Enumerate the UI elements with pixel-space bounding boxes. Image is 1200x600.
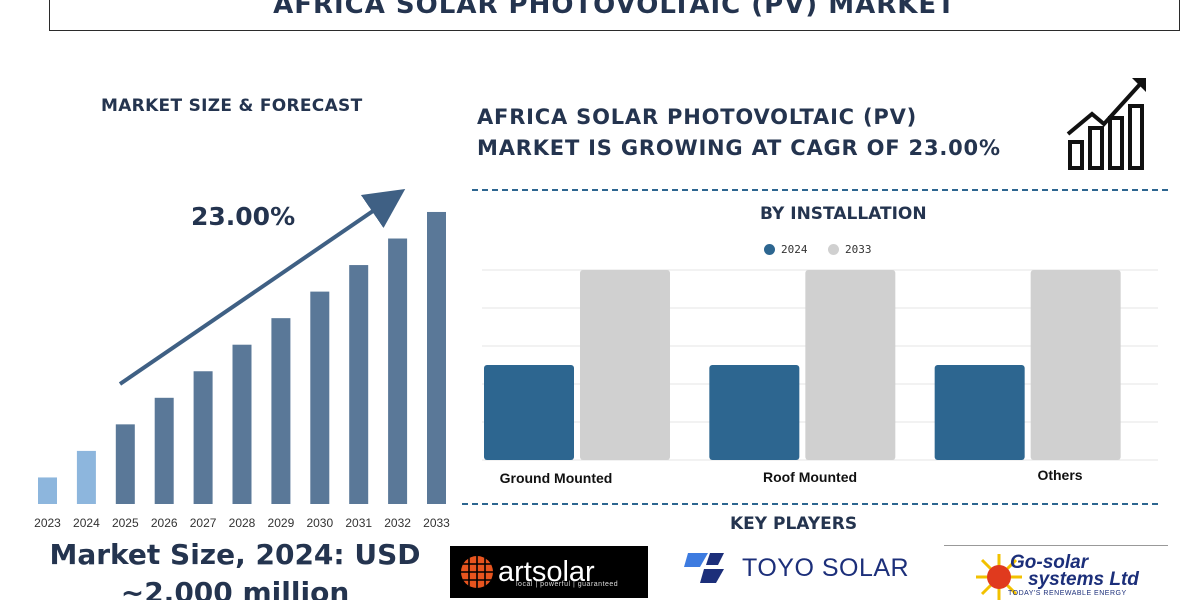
forecast-tick-2025: 2025 bbox=[112, 516, 139, 530]
artsolar-logo: artsolar local | powerful | guaranteed bbox=[450, 546, 648, 598]
key-players-heading: KEY PLAYERS bbox=[730, 514, 858, 534]
forecast-bar-2031 bbox=[349, 265, 369, 504]
legend-label-2033: 2033 bbox=[845, 243, 872, 256]
go-solar-tagline: TODAY'S RENEWABLE ENERGY bbox=[1008, 590, 1127, 597]
install-bar-ground-mounted-2033 bbox=[580, 270, 670, 460]
growth-chart-icon bbox=[1066, 78, 1146, 170]
forecast-tick-2028: 2028 bbox=[229, 516, 256, 530]
forecast-tick-2024: 2024 bbox=[73, 516, 100, 530]
title-banner: AFRICA SOLAR PHOTOVOLTAIC (PV) MARKET bbox=[49, 0, 1180, 31]
install-bar-others-2033 bbox=[1030, 270, 1121, 460]
forecast-tick-2026: 2026 bbox=[151, 516, 178, 530]
legend-swatch-2024 bbox=[764, 244, 775, 255]
go-solar-wordmark-1: Go-solar bbox=[1010, 552, 1089, 573]
forecast-bar-2032 bbox=[388, 238, 408, 504]
forecast-heading: MARKET SIZE & FORECAST bbox=[101, 96, 363, 116]
forecast-bar-2028 bbox=[232, 344, 252, 504]
go-solar-logo: Go-solar systems Ltd TODAY'S RENEWABLE E… bbox=[944, 545, 1168, 600]
legend-label-2024: 2024 bbox=[781, 243, 808, 256]
legend-swatch-2033 bbox=[828, 244, 839, 255]
headline-line-1: AFRICA SOLAR PHOTOVOLTAIC (PV) bbox=[477, 105, 918, 129]
artsolar-wordmark: artsolar bbox=[498, 556, 595, 588]
install-bar-roof-mounted-2033 bbox=[805, 270, 896, 460]
growth-arrow bbox=[118, 188, 406, 386]
forecast-bar-2030 bbox=[310, 291, 330, 504]
toyo-solar-wordmark: TOYO SOLAR bbox=[742, 553, 910, 582]
forecast-bar-2026 bbox=[154, 397, 174, 504]
forecast-bar-2027 bbox=[193, 371, 213, 504]
artsolar-sun-icon bbox=[461, 556, 493, 588]
forecast-tick-2027: 2027 bbox=[190, 516, 217, 530]
legend-2033: 2033 bbox=[828, 243, 872, 256]
forecast-tick-2030: 2030 bbox=[306, 516, 333, 530]
category-label-others: Others bbox=[1037, 467, 1083, 483]
forecast-bar-2025 bbox=[115, 424, 135, 504]
forecast-tick-2031: 2031 bbox=[345, 516, 372, 530]
forecast-tick-2029: 2029 bbox=[268, 516, 295, 530]
forecast-bar-2024 bbox=[76, 450, 96, 504]
forecast-bar-2033 bbox=[427, 211, 446, 504]
page-title: AFRICA SOLAR PHOTOVOLTAIC (PV) MARKET bbox=[273, 0, 956, 20]
toyo-solar-logo: TOYO SOLAR bbox=[684, 548, 909, 588]
forecast-tick-2033: 2033 bbox=[423, 516, 450, 530]
divider-top bbox=[472, 189, 1168, 191]
forecast-tick-2023: 2023 bbox=[34, 516, 61, 530]
toyo-solar-mark-icon bbox=[684, 553, 724, 583]
market-size-line-1: Market Size, 2024: USD bbox=[49, 538, 421, 571]
go-solar-wordmark-2: systems Ltd bbox=[1028, 569, 1139, 590]
forecast-tick-2032: 2032 bbox=[384, 516, 411, 530]
divider-bottom bbox=[462, 503, 1158, 505]
installation-heading: BY INSTALLATION bbox=[760, 204, 927, 224]
forecast-bar-2029 bbox=[271, 318, 291, 504]
forecast-bar-chart: 2023 2024 2025 2026 2027 2028 2029 2030 2031 2032… bbox=[34, 188, 450, 530]
legend-2024: 2024 bbox=[764, 243, 808, 256]
artsolar-tagline: local | powerful | guaranteed bbox=[516, 581, 619, 588]
install-bar-others-2024 bbox=[934, 365, 1025, 460]
cagr-headline: AFRICA SOLAR PHOTOVOLTAIC (PV) MARKET IS… bbox=[477, 102, 1077, 164]
category-label-ground-mounted: Ground Mounted bbox=[499, 470, 613, 486]
forecast-bar-2023 bbox=[38, 477, 57, 504]
install-bar-ground-mounted-2024 bbox=[484, 365, 574, 460]
headline-line-2: MARKET IS GROWING AT CAGR OF 23.00% bbox=[477, 136, 1001, 160]
category-label-roof-mounted: Roof Mounted bbox=[762, 469, 858, 485]
market-size-line-2: ~2,000 million bbox=[120, 576, 350, 600]
market-size-text: Market Size, 2024: USD ~2,000 million bbox=[0, 536, 470, 600]
cagr-annotation: 23.00% bbox=[191, 202, 296, 231]
install-bar-roof-mounted-2024 bbox=[709, 365, 800, 460]
installation-bar-chart bbox=[482, 269, 1158, 461]
go-solar-sun-icon bbox=[976, 554, 1022, 600]
